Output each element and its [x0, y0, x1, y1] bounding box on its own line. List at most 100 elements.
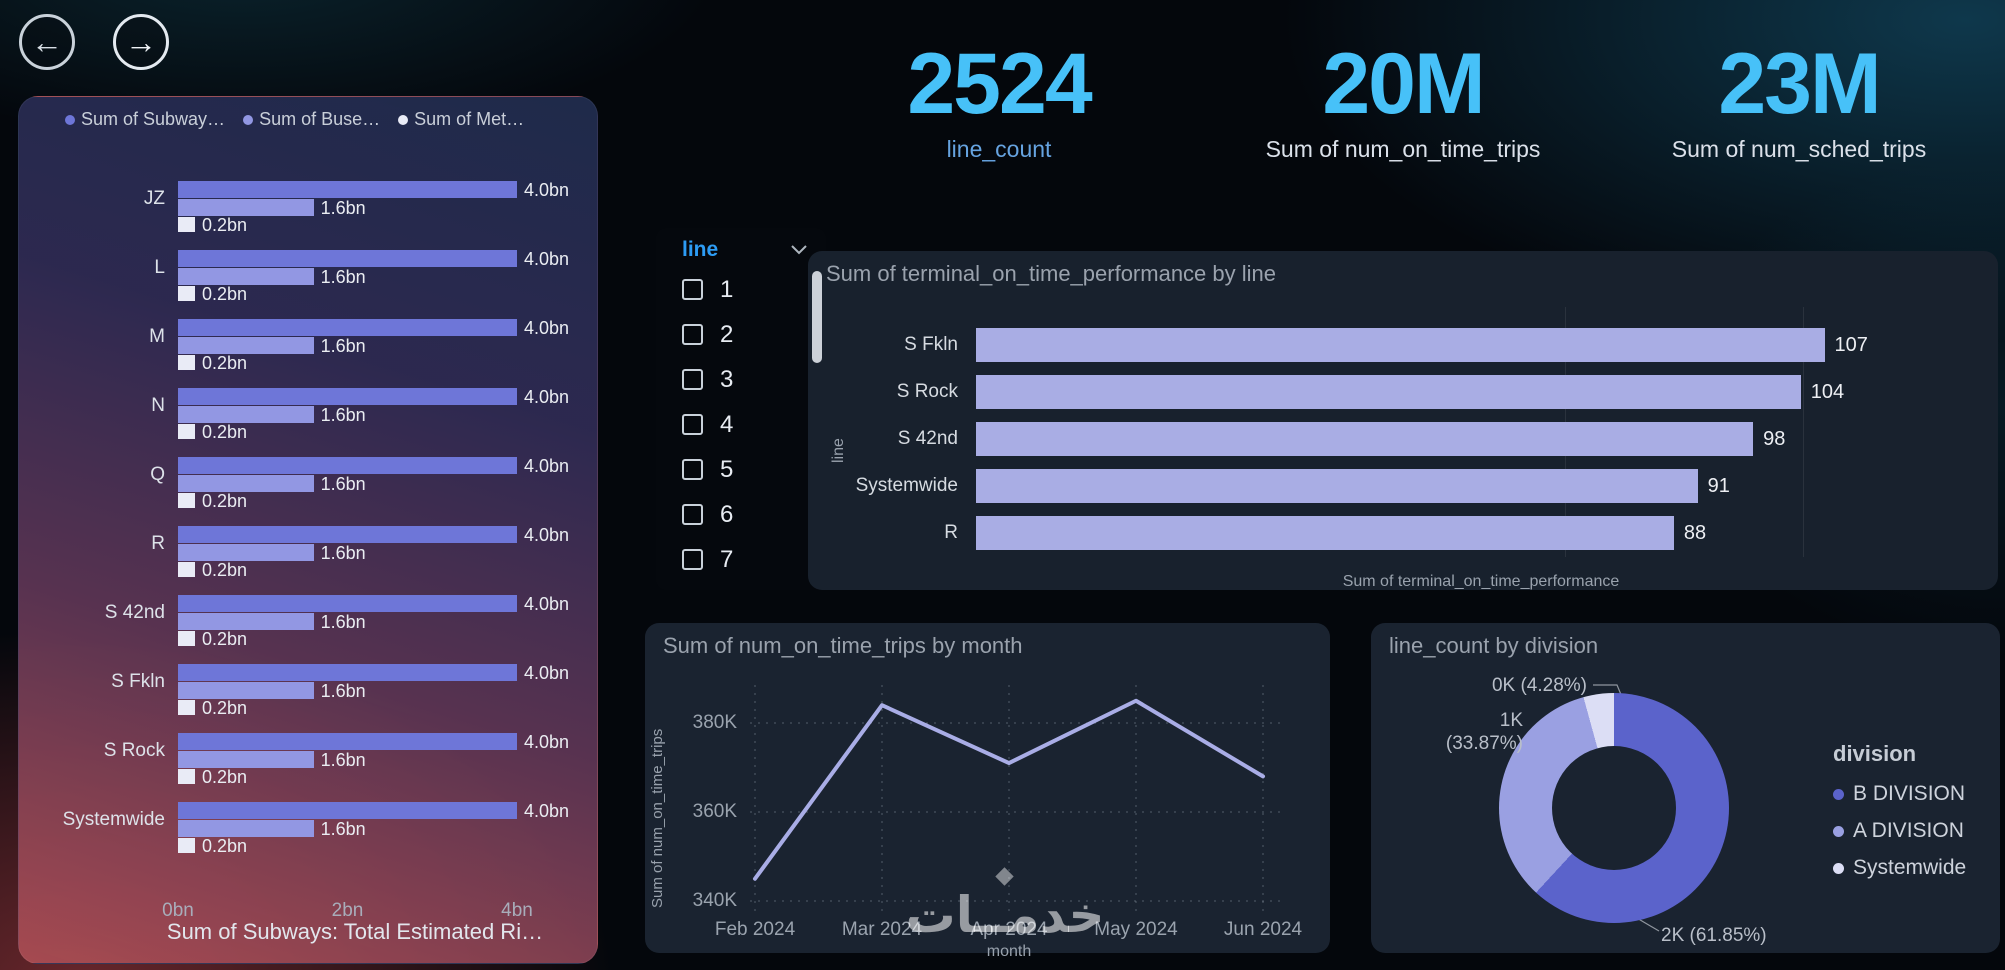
bar[interactable] — [178, 457, 517, 474]
bar-value-label: 1.6bn — [320, 266, 366, 287]
checkbox[interactable] — [682, 279, 703, 300]
scrollbar-thumb[interactable] — [812, 271, 822, 363]
slicer-option[interactable]: 2 — [682, 321, 733, 348]
legend-label: Systemwide — [1853, 856, 1967, 879]
legend-item[interactable]: A DIVISION — [1833, 819, 1966, 843]
bar[interactable] — [976, 469, 1698, 503]
ridership-chart-title: Sum of Subways: Total Estimated Ri… — [166, 919, 544, 944]
slicer-option[interactable]: 3 — [682, 366, 733, 393]
bar[interactable] — [178, 544, 314, 561]
checkbox[interactable] — [682, 459, 703, 480]
kpi-label: Sum of num_on_time_trips — [1265, 136, 1541, 162]
bar[interactable] — [178, 838, 195, 853]
bar[interactable] — [178, 631, 195, 646]
bar-value-label: 0.2bn — [201, 559, 247, 580]
slicer-option[interactable]: 5 — [682, 456, 733, 483]
bar-value-label: 1.6bn — [320, 680, 366, 701]
bar-group: S Fkln 4.0bn 1.6bn 0.2bn — [19, 663, 597, 720]
legend-label: A DIVISION — [1853, 819, 1964, 842]
slicer-option[interactable]: 1 — [682, 276, 733, 303]
bar[interactable] — [178, 475, 314, 492]
checkbox[interactable] — [682, 504, 703, 525]
bar[interactable] — [178, 562, 195, 577]
bar[interactable] — [178, 199, 314, 216]
bar-row: Systemwide 91 — [808, 469, 1998, 503]
bar[interactable] — [178, 319, 517, 336]
bar-value-label: 0.2bn — [201, 352, 247, 373]
bar[interactable] — [178, 250, 517, 267]
legend-item[interactable]: Sum of Met… — [398, 109, 524, 130]
bar-value-label: 1.6bn — [320, 542, 366, 563]
legend-item[interactable]: Systemwide — [1833, 856, 1966, 880]
trips-chart-title: Sum of num_on_time_trips by month — [663, 633, 1023, 658]
axis-tick-label: 380K — [692, 712, 737, 733]
bar[interactable] — [178, 388, 517, 405]
division-legend-items: B DIVISION A DIVISION Systemwide — [1833, 782, 1966, 880]
checkbox[interactable] — [682, 324, 703, 345]
bar[interactable] — [178, 820, 314, 837]
axis-tick-label: Jun 2024 — [1223, 919, 1303, 940]
slicer-header[interactable]: line — [682, 238, 808, 262]
bar[interactable] — [178, 664, 517, 681]
bar[interactable] — [178, 424, 195, 439]
axis-tick-label: 360K — [692, 801, 737, 822]
slicer-option[interactable]: 4 — [682, 411, 733, 438]
checkbox[interactable] — [682, 549, 703, 570]
checkbox-label: 1 — [720, 275, 734, 303]
bar[interactable] — [178, 700, 195, 715]
bar-value-label: 88 — [1683, 522, 1707, 544]
legend-item[interactable]: B DIVISION — [1833, 782, 1966, 806]
legend-dot — [1833, 862, 1844, 874]
bar-value-label: 98 — [1763, 428, 1786, 450]
legend-item[interactable]: Sum of Subway… — [65, 109, 225, 130]
chevron-down-icon[interactable] — [790, 244, 808, 256]
bar[interactable] — [178, 526, 517, 543]
checkbox[interactable] — [682, 369, 703, 390]
bar-value-label: 0.2bn — [201, 835, 247, 856]
donut-chart[interactable] — [1499, 693, 1729, 923]
axis-tick-label: 340K — [692, 890, 737, 911]
bar[interactable] — [178, 181, 517, 198]
checkbox[interactable] — [682, 414, 703, 435]
bar[interactable] — [178, 595, 517, 612]
bar[interactable] — [178, 406, 314, 423]
ridership-plot: JZ 4.0bn 1.6bn 0.2bn L 4.0bn 1.6bn 0.2bn M 4.0bn 1… — [19, 97, 597, 963]
bar[interactable] — [178, 733, 517, 750]
bar-value-label: 4.0bn — [524, 386, 570, 407]
legend-label: Sum of Subway… — [81, 109, 226, 129]
slicer-option[interactable]: 7 — [682, 546, 733, 573]
bar-value-label: 4.0bn — [524, 455, 570, 476]
slicer-option[interactable]: 6 — [682, 501, 733, 528]
bar[interactable] — [976, 422, 1754, 456]
category-label: L — [154, 257, 165, 278]
bar[interactable] — [178, 802, 517, 819]
bar-value-label: 4.0bn — [524, 248, 570, 269]
donut-callout: 2K (61.85%) — [1661, 925, 1767, 946]
bar[interactable] — [178, 493, 195, 508]
slicer-title: line — [682, 238, 719, 261]
bar[interactable] — [976, 375, 1801, 409]
bar[interactable] — [178, 682, 314, 699]
bar[interactable] — [178, 286, 195, 301]
bar[interactable] — [178, 268, 314, 285]
bar[interactable] — [976, 516, 1674, 550]
forward-button[interactable]: → — [113, 14, 169, 70]
kpi-card: 20M Sum of num_on_time_trips — [1203, 38, 1603, 163]
axis-tick-label: Apr 2024 — [970, 919, 1048, 940]
legend-label: Sum of Met… — [414, 109, 525, 129]
category-label: Systemwide — [855, 475, 958, 496]
bar-group: S 42nd 4.0bn 1.6bn 0.2bn — [19, 594, 597, 651]
bar[interactable] — [178, 613, 314, 630]
legend-dot — [1833, 825, 1844, 837]
legend-label: B DIVISION — [1853, 782, 1966, 805]
bar[interactable] — [178, 751, 314, 768]
bar[interactable] — [178, 337, 314, 354]
bar-row: S Rock 104 — [808, 375, 1998, 409]
bar[interactable] — [178, 217, 195, 232]
legend-item[interactable]: Sum of Buse… — [243, 109, 380, 130]
back-button[interactable]: ← — [19, 14, 75, 70]
bar[interactable] — [178, 355, 195, 370]
bar[interactable] — [976, 328, 1825, 362]
bar[interactable] — [178, 769, 195, 784]
